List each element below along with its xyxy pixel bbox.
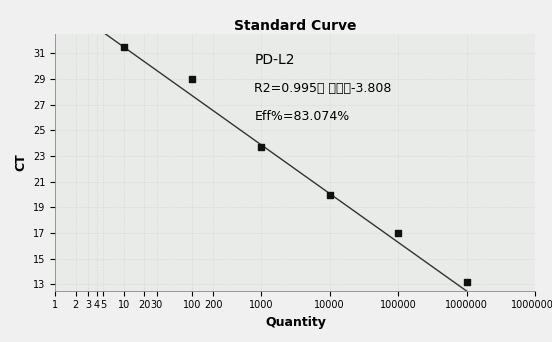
Title: Standard Curve: Standard Curve: [234, 19, 357, 33]
Point: [394, 230, 402, 236]
Y-axis label: CT: CT: [14, 154, 28, 171]
Point: [188, 76, 197, 82]
Point: [463, 279, 471, 285]
Point: [119, 44, 128, 50]
Point: [325, 192, 334, 197]
Point: [257, 144, 266, 150]
Text: R2=0.995， 斜率为-3.808: R2=0.995， 斜率为-3.808: [254, 82, 392, 95]
X-axis label: Quantity: Quantity: [265, 316, 326, 329]
Text: PD-L2: PD-L2: [254, 53, 295, 67]
Text: Eff%=83.074%: Eff%=83.074%: [254, 110, 349, 123]
